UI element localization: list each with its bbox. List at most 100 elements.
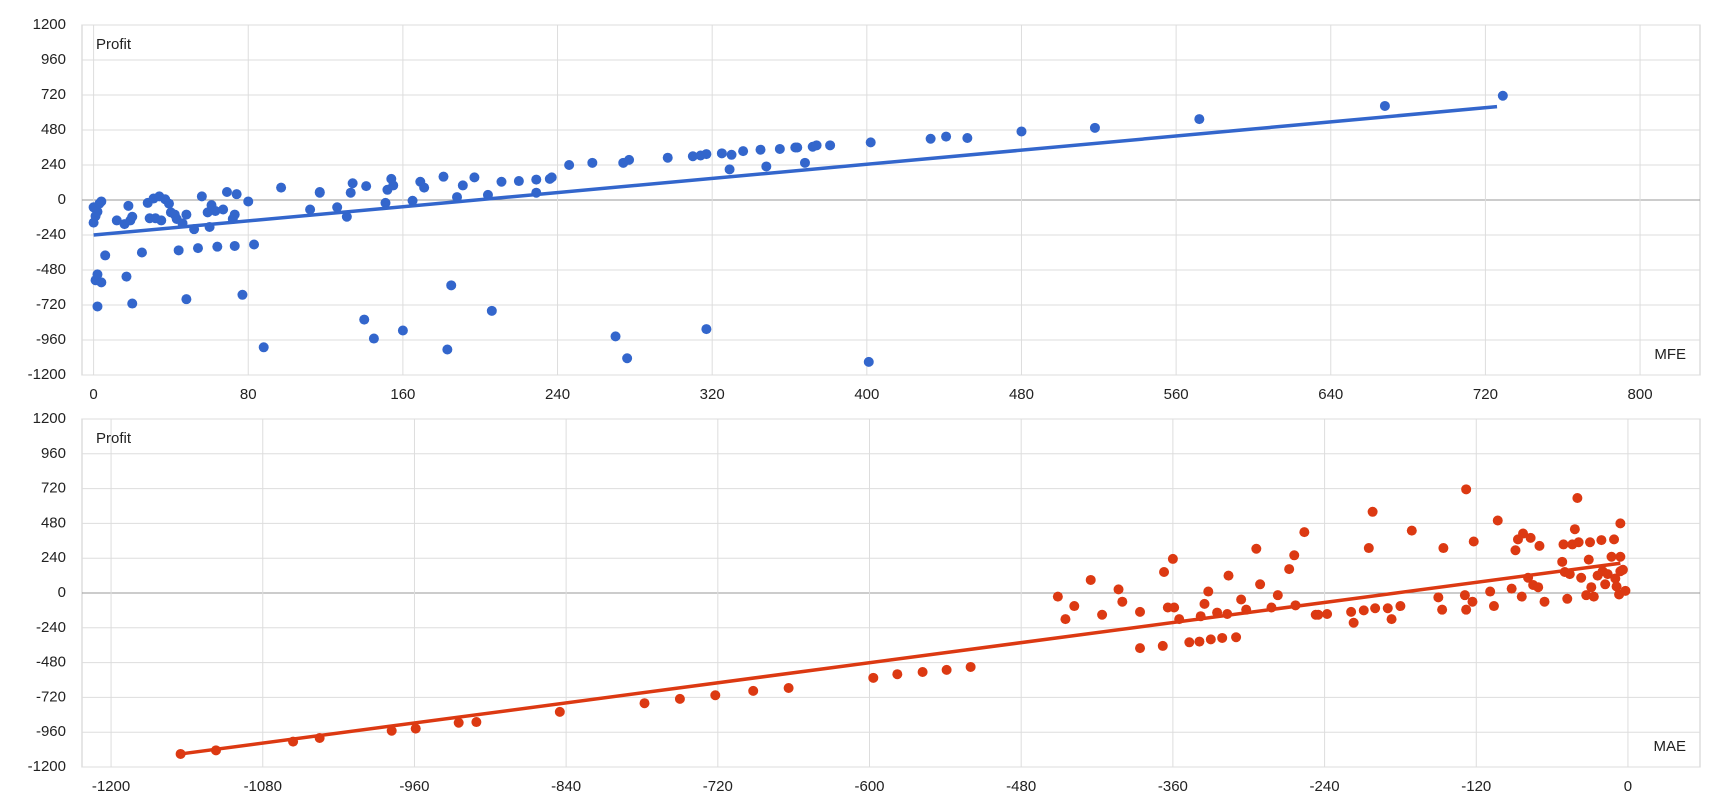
- point: [811, 140, 822, 151]
- point: [1194, 636, 1205, 647]
- point: [380, 197, 391, 208]
- point: [726, 149, 737, 160]
- point: [1468, 536, 1479, 547]
- x-axis-title: MAE: [1653, 738, 1686, 755]
- point: [1539, 596, 1550, 607]
- point: [1346, 606, 1357, 617]
- point: [1488, 601, 1499, 612]
- point: [624, 154, 635, 165]
- point: [1289, 550, 1300, 561]
- point: [314, 187, 325, 198]
- point: [1558, 539, 1569, 550]
- point: [962, 133, 973, 144]
- point: [1231, 632, 1242, 643]
- point: [127, 298, 138, 309]
- point: [868, 672, 879, 683]
- point: [792, 142, 803, 153]
- point: [1085, 574, 1096, 585]
- point: [442, 344, 453, 355]
- x-tick-label: 240: [545, 386, 570, 403]
- point: [1386, 614, 1397, 625]
- point: [1135, 606, 1146, 617]
- point: [127, 211, 138, 222]
- point: [1284, 564, 1295, 575]
- point: [513, 176, 524, 187]
- point: [111, 215, 122, 226]
- y-tick-label: 0: [58, 584, 66, 601]
- point: [1437, 604, 1448, 615]
- point: [1576, 572, 1587, 583]
- point: [1169, 602, 1180, 613]
- x-tick-label: 560: [1164, 386, 1189, 403]
- x-tick-label: 720: [1473, 386, 1498, 403]
- point: [218, 204, 229, 215]
- point: [1370, 603, 1381, 614]
- point: [1251, 543, 1262, 554]
- point: [221, 186, 232, 197]
- point: [210, 205, 221, 216]
- point: [1516, 591, 1527, 602]
- point: [1236, 594, 1247, 605]
- point: [1533, 582, 1544, 593]
- point: [163, 198, 174, 209]
- point: [196, 191, 207, 202]
- y-tick-label: 240: [41, 156, 66, 173]
- point: [496, 176, 507, 187]
- point: [1438, 543, 1449, 554]
- x-tick-label: 320: [700, 386, 725, 403]
- point: [1194, 114, 1205, 125]
- point: [1615, 551, 1626, 562]
- point: [173, 245, 184, 256]
- point: [121, 271, 132, 282]
- point: [1562, 593, 1573, 604]
- point: [1600, 579, 1611, 590]
- point: [755, 144, 766, 155]
- point: [925, 133, 936, 144]
- x-tick-label: 640: [1318, 386, 1343, 403]
- point: [1205, 634, 1216, 645]
- y-tick-label: 960: [41, 445, 66, 462]
- point: [1199, 598, 1210, 609]
- point: [1382, 603, 1393, 614]
- point: [1588, 591, 1599, 602]
- point: [1117, 596, 1128, 607]
- y-tick-label: 720: [41, 86, 66, 103]
- point: [546, 172, 557, 183]
- point: [1596, 535, 1607, 546]
- point: [1348, 617, 1359, 628]
- y-tick-label: -720: [36, 688, 66, 705]
- point: [305, 204, 316, 215]
- point: [1557, 556, 1568, 567]
- point: [1322, 609, 1333, 620]
- point: [486, 305, 497, 316]
- point: [863, 356, 874, 367]
- point: [1583, 554, 1594, 565]
- x-tick-label: -840: [551, 778, 581, 795]
- point: [1217, 632, 1228, 643]
- point: [469, 172, 480, 183]
- point: [1459, 590, 1470, 601]
- trendline: [180, 561, 1621, 756]
- point: [258, 342, 269, 353]
- trendline: [93, 104, 1498, 237]
- y-tick-label: -960: [36, 331, 66, 348]
- point: [965, 661, 976, 672]
- y-axis-title: Profit: [96, 36, 132, 53]
- y-tick-label: 960: [41, 51, 66, 68]
- point: [662, 152, 673, 163]
- point: [1461, 484, 1472, 495]
- x-tick-label: -120: [1461, 778, 1491, 795]
- point: [1272, 590, 1283, 601]
- point: [1525, 532, 1536, 543]
- point: [748, 685, 759, 696]
- y-tick-label: 480: [41, 121, 66, 138]
- point: [237, 289, 248, 300]
- point: [92, 301, 103, 312]
- y-tick-label: -480: [36, 654, 66, 671]
- y-tick-label: 1200: [33, 410, 66, 427]
- point: [701, 324, 712, 335]
- point: [1223, 570, 1234, 581]
- point: [1510, 545, 1521, 556]
